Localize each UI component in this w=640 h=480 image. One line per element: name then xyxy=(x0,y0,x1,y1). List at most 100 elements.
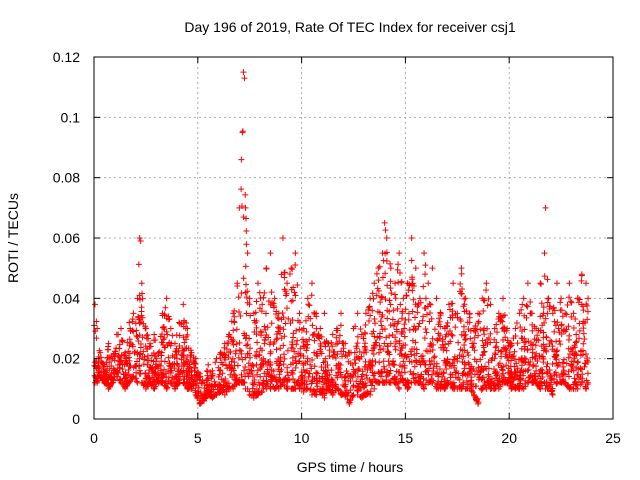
data-point xyxy=(171,382,178,389)
data-point xyxy=(249,361,256,368)
data-point xyxy=(458,270,465,277)
data-point xyxy=(550,304,557,311)
data-point xyxy=(452,310,459,317)
data-point xyxy=(383,235,390,241)
data-point xyxy=(529,349,536,356)
data-point xyxy=(421,385,428,392)
data-point xyxy=(425,371,432,378)
data-point xyxy=(329,331,336,338)
data-point xyxy=(487,301,494,308)
data-point xyxy=(303,378,310,385)
data-point xyxy=(209,394,216,401)
data-point xyxy=(484,302,491,309)
data-point xyxy=(291,348,298,355)
data-point xyxy=(290,284,297,291)
data-point xyxy=(207,388,214,395)
data-point xyxy=(335,385,342,392)
data-point xyxy=(457,318,464,325)
data-point xyxy=(326,352,333,359)
x-tick-label: 10 xyxy=(294,430,310,446)
data-point xyxy=(299,326,306,333)
data-point xyxy=(429,335,436,342)
data-point xyxy=(104,363,111,370)
data-point xyxy=(306,370,313,377)
data-point xyxy=(462,336,469,343)
data-point xyxy=(243,332,250,339)
data-point xyxy=(138,280,145,287)
data-point xyxy=(134,349,141,356)
data-point xyxy=(92,374,99,381)
data-point xyxy=(515,376,522,383)
data-point xyxy=(445,330,452,337)
data-point xyxy=(569,348,576,355)
data-point xyxy=(427,310,434,317)
data-point xyxy=(419,357,426,364)
data-point xyxy=(142,325,149,332)
data-point xyxy=(249,385,256,392)
data-point xyxy=(236,379,243,386)
data-point xyxy=(147,343,154,350)
data-point xyxy=(159,374,166,381)
data-point xyxy=(498,353,505,360)
data-point xyxy=(293,379,300,386)
data-point xyxy=(304,295,311,302)
data-point xyxy=(387,301,394,308)
data-point xyxy=(389,360,396,367)
data-point xyxy=(336,338,343,345)
data-point xyxy=(415,377,422,384)
data-point xyxy=(472,383,479,390)
data-point xyxy=(354,310,361,317)
data-point xyxy=(294,337,301,344)
data-point xyxy=(181,317,188,324)
data-point xyxy=(275,315,282,322)
data-point xyxy=(227,348,234,355)
data-point xyxy=(214,389,221,396)
data-point xyxy=(377,346,384,353)
y-tick-label: 0.08 xyxy=(53,170,80,186)
data-point xyxy=(167,369,174,376)
data-point xyxy=(255,280,262,287)
data-point xyxy=(333,327,340,334)
data-point xyxy=(429,347,436,354)
data-point xyxy=(520,372,527,379)
data-point xyxy=(177,368,184,375)
data-point xyxy=(580,340,587,347)
data-point xyxy=(161,334,168,341)
data-point xyxy=(153,358,160,365)
data-point xyxy=(118,337,125,344)
data-point xyxy=(471,334,478,341)
data-point xyxy=(139,295,146,302)
data-point xyxy=(392,343,399,350)
data-point xyxy=(280,314,287,321)
data-point xyxy=(456,352,463,359)
data-point xyxy=(212,359,219,366)
data-point xyxy=(499,295,506,302)
data-point xyxy=(542,204,549,211)
data-point xyxy=(485,381,492,388)
data-point xyxy=(394,266,401,273)
data-point xyxy=(463,378,470,385)
data-point xyxy=(412,374,419,381)
data-point xyxy=(371,344,378,351)
data-point xyxy=(114,362,121,369)
data-point xyxy=(543,348,550,355)
data-point xyxy=(174,361,181,368)
data-point xyxy=(303,328,310,335)
data-point xyxy=(379,274,386,281)
data-point xyxy=(371,280,378,287)
data-point xyxy=(338,348,345,355)
data-point xyxy=(122,384,129,391)
data-point xyxy=(441,344,448,351)
data-point xyxy=(119,366,126,373)
data-point xyxy=(146,379,153,386)
data-point xyxy=(397,347,404,354)
chart-title: Day 196 of 2019, Rate Of TEC Index for r… xyxy=(184,19,515,35)
data-point xyxy=(142,343,149,350)
data-point xyxy=(413,350,420,357)
data-point xyxy=(546,341,553,348)
data-point xyxy=(565,354,572,361)
data-point xyxy=(190,381,197,388)
data-point xyxy=(468,388,475,395)
data-point xyxy=(178,368,185,375)
data-point xyxy=(477,356,484,363)
